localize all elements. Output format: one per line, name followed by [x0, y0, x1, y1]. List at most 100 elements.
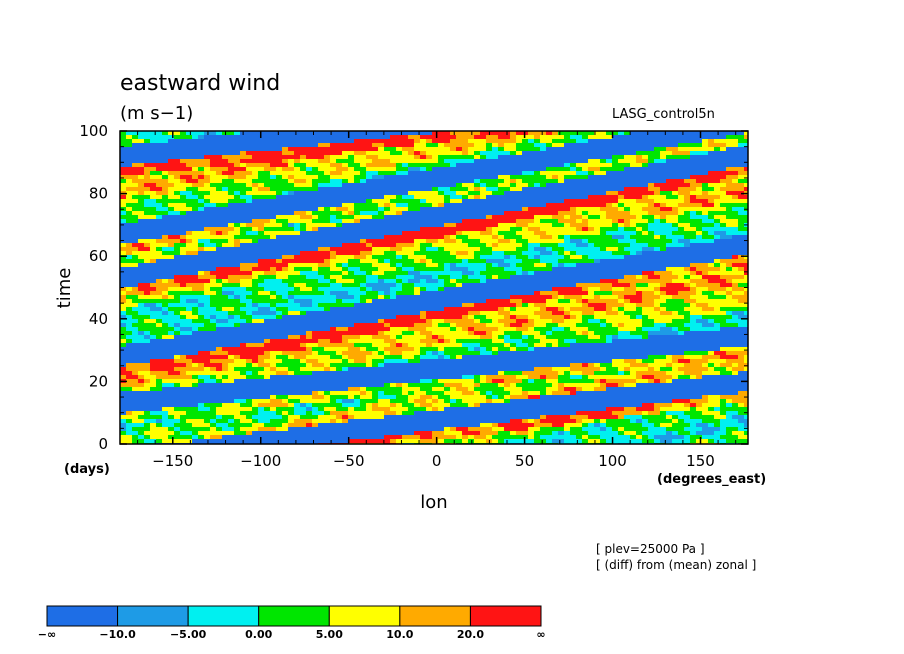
heatmap-cell: [126, 207, 133, 212]
heatmap-cell: [474, 267, 481, 272]
heatmap-cell: [510, 175, 517, 180]
heatmap-cell: [510, 247, 517, 252]
heatmap-cell: [396, 227, 403, 232]
heatmap-cell: [384, 219, 391, 224]
heatmap-cell: [222, 223, 229, 228]
heatmap-cell: [510, 135, 517, 140]
heatmap-cell: [312, 247, 319, 252]
heatmap-cell: [174, 247, 181, 252]
heatmap-cell: [516, 255, 523, 260]
heatmap-cell: [306, 299, 313, 304]
heatmap-cell: [384, 179, 391, 184]
heatmap-cell: [204, 303, 211, 308]
heatmap-cell: [576, 251, 583, 256]
heatmap-cell: [702, 179, 709, 184]
heatmap-cell: [294, 207, 301, 212]
heatmap-cell: [588, 271, 595, 276]
heatmap-cell: [210, 319, 217, 324]
heatmap-cell: [282, 287, 289, 292]
heatmap-cell: [174, 199, 181, 204]
heatmap-cell: [162, 195, 169, 200]
heatmap-cell: [486, 215, 493, 220]
heatmap-cell: [210, 219, 217, 224]
heatmap-cell: [474, 203, 481, 208]
heatmap-cell: [648, 143, 655, 148]
heatmap-cell: [732, 303, 739, 308]
heatmap-cell: [216, 155, 223, 160]
heatmap-cell: [408, 255, 415, 260]
heatmap-cell: [510, 155, 517, 160]
heatmap-cell: [594, 215, 601, 220]
heatmap-cell: [138, 243, 145, 248]
heatmap-cell: [168, 203, 175, 208]
heatmap-cell: [582, 235, 589, 240]
heatmap-cell: [414, 267, 421, 272]
heatmap-cell: [276, 283, 283, 288]
heatmap-cell: [306, 295, 313, 300]
heatmap-cell: [168, 143, 175, 148]
heatmap-cell: [594, 191, 601, 196]
heatmap-cell: [264, 131, 271, 136]
heatmap-cell: [234, 167, 241, 172]
heatmap-cell: [294, 315, 301, 320]
heatmap-cell: [180, 175, 187, 180]
heatmap-cell: [690, 227, 697, 232]
heatmap-cell: [162, 227, 169, 232]
heatmap-cell: [144, 147, 151, 152]
heatmap-cell: [240, 259, 247, 264]
heatmap-cell: [504, 167, 511, 172]
heatmap-cell: [600, 287, 607, 292]
heatmap-cell: [336, 303, 343, 308]
heatmap-cell: [198, 255, 205, 260]
heatmap-cell: [534, 207, 541, 212]
heatmap-cell: [624, 295, 631, 300]
heatmap-cell: [678, 195, 685, 200]
heatmap-cell: [552, 135, 559, 140]
heatmap-cell: [354, 199, 361, 204]
heatmap-cell: [198, 275, 205, 280]
heatmap-cell: [150, 143, 157, 148]
heatmap-cell: [240, 211, 247, 216]
heatmap-cell: [690, 307, 697, 312]
heatmap-cell: [678, 227, 685, 232]
heatmap-cell: [630, 239, 637, 244]
heatmap-cell: [522, 283, 529, 288]
heatmap-cell: [486, 275, 493, 280]
heatmap-cell: [642, 275, 649, 280]
heatmap-cell: [648, 155, 655, 160]
heatmap-cell: [276, 267, 283, 272]
heatmap-cell: [678, 291, 685, 296]
heatmap-cell: [180, 179, 187, 184]
heatmap-cell: [240, 307, 247, 312]
heatmap-cell: [222, 279, 229, 284]
heatmap-cell: [252, 215, 259, 220]
heatmap-cell: [726, 143, 733, 148]
heatmap-cell: [192, 283, 199, 288]
heatmap-cell: [144, 199, 151, 204]
heatmap-cell: [630, 279, 637, 284]
heatmap-cell: [468, 239, 475, 244]
heatmap-cell: [372, 243, 379, 248]
heatmap-cell: [600, 259, 607, 264]
heatmap-cell: [582, 187, 589, 192]
heatmap-cell: [696, 195, 703, 200]
heatmap-cell: [444, 171, 451, 176]
heatmap-cell: [150, 231, 157, 236]
heatmap-cell: [150, 303, 157, 308]
heatmap-cell: [354, 279, 361, 284]
heatmap-cell: [600, 227, 607, 232]
heatmap-cell: [216, 295, 223, 300]
heatmap-cell: [348, 191, 355, 196]
heatmap-cell: [240, 231, 247, 236]
heatmap-cell: [606, 199, 613, 204]
heatmap-cell: [738, 219, 745, 224]
heatmap-cell: [594, 171, 601, 176]
heatmap-cell: [510, 203, 517, 208]
heatmap-cell: [636, 207, 643, 212]
heatmap-cell: [600, 159, 607, 164]
heatmap-cell: [678, 239, 685, 244]
heatmap-cell: [156, 191, 163, 196]
heatmap-cell: [444, 267, 451, 272]
heatmap-cell: [264, 303, 271, 308]
heatmap-cell: [522, 311, 529, 316]
